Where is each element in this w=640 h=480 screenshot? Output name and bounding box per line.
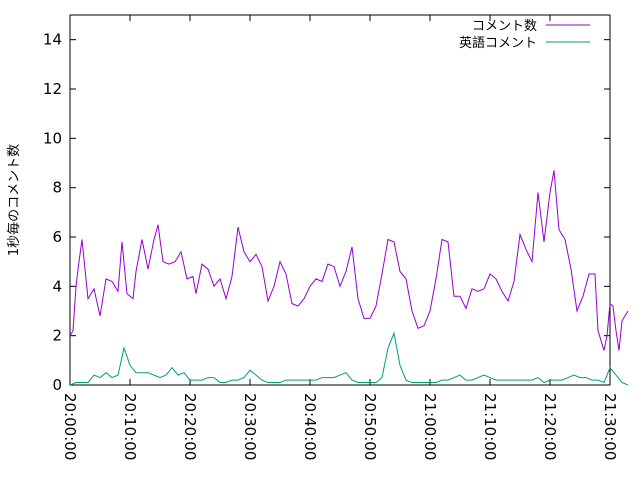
x-tick-label: 21:20:00 <box>541 393 559 460</box>
x-tick-label: 20:30:00 <box>241 393 259 460</box>
y-tick-label: 0 <box>52 376 62 394</box>
y-tick-label: 12 <box>43 80 62 98</box>
plot-frame <box>69 14 611 386</box>
series-line-2 <box>69 331 629 386</box>
x-tick-label: 21:30:00 <box>601 393 619 460</box>
y-tick-label: 10 <box>43 129 62 147</box>
legend-label: 英語コメント <box>459 35 537 51</box>
y-tick-label: 8 <box>52 179 62 197</box>
x-tick-label: 21:00:00 <box>421 393 439 460</box>
y-tick-label: 6 <box>52 228 62 246</box>
y-axis: 0 2 4 6 8 10 12 14 <box>43 31 610 394</box>
x-axis: 20:00:00 20:10:00 20:20:00 20:30:00 20:40:00… <box>61 15 619 460</box>
y-axis-title: 1秒毎のコメント数 <box>6 144 22 256</box>
legend-label: コメント数 <box>472 19 537 34</box>
x-tick-label: 21:10:00 <box>481 393 499 460</box>
x-tick-label: 20:50:00 <box>361 393 379 460</box>
x-tick-label: 20:20:00 <box>181 393 199 460</box>
x-tick-label: 20:10:00 <box>121 393 139 460</box>
y-tick-label: 14 <box>43 31 62 49</box>
x-tick-label: 20:00:00 <box>61 393 79 460</box>
y-tick-label: 2 <box>52 327 62 345</box>
series-line-1 <box>69 170 629 351</box>
y-tick-label: 4 <box>52 277 62 295</box>
series-layer <box>69 170 629 386</box>
x-tick-label: 20:40:00 <box>301 393 319 460</box>
